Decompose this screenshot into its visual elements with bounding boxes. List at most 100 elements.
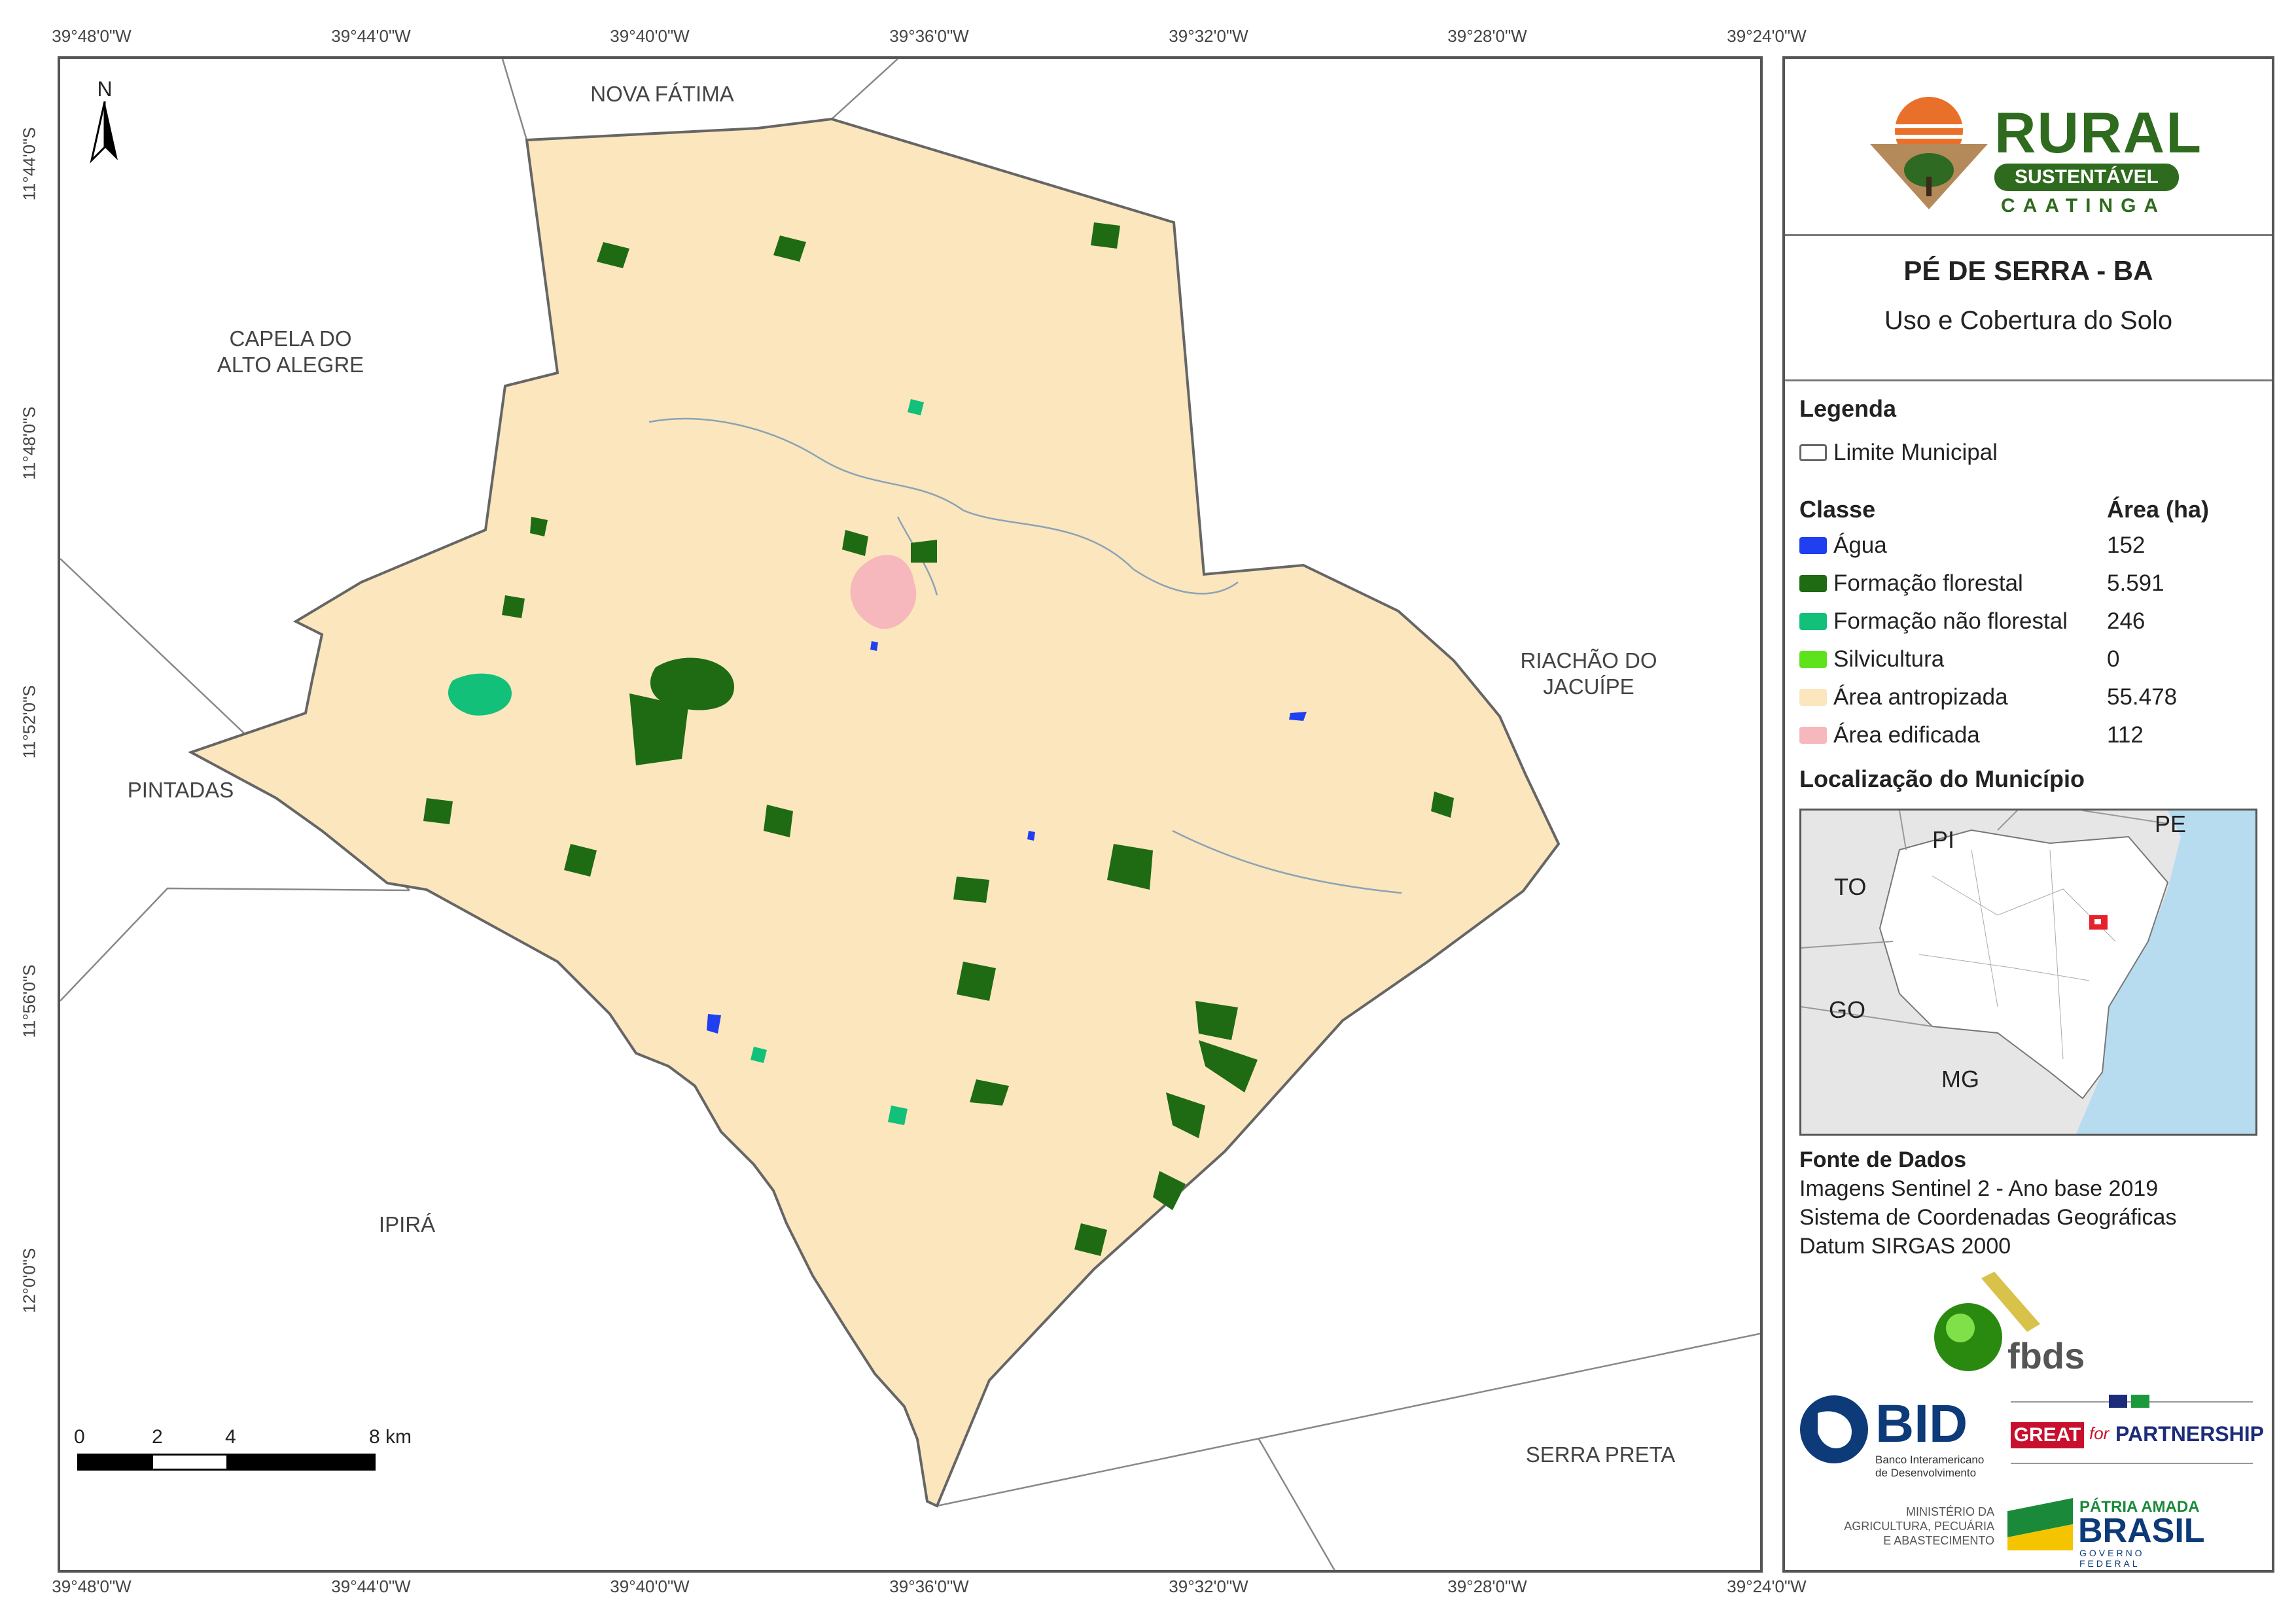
ministry-logo: MINISTÉRIO DA AGRICULTURA, PECUÁRIA E AB… <box>1837 1505 1994 1548</box>
scale-label-8: 8 km <box>369 1426 412 1448</box>
neighbor-boundaries <box>60 59 1760 1570</box>
state-label-mg: MG <box>1941 1066 1979 1092</box>
north-arrow: N <box>79 77 131 170</box>
place-label-capela-line1: CAPELA DO <box>229 326 352 351</box>
north-label: N <box>97 77 113 101</box>
lon-tick-top: 39°32'0"W <box>1169 26 1248 46</box>
rural-sustentavel-logo: RURAL SUSTENTÁVEL CAATINGA <box>1863 85 2204 229</box>
legend-boundary-row: Limite Municipal <box>1799 438 1998 467</box>
municipality-area <box>188 117 1561 1508</box>
legend-class-header: Classe <box>1799 496 1876 523</box>
lat-tick: 11°44'0"S <box>19 127 39 201</box>
fbds-logo-icon <box>1934 1272 2040 1371</box>
legend-class-label: Área antropizada <box>1833 684 2008 710</box>
bid-logo-line1: Banco Interamericano <box>1875 1454 1985 1466</box>
lon-tick-bottom: 39°44'0"W <box>331 1577 411 1596</box>
legend-row-silvicultura: Silvicultura <box>1799 645 1944 674</box>
scale-bar-graphic <box>77 1454 376 1471</box>
state-label-to: TO <box>1834 873 1867 900</box>
brasil-logo-patria: PÁTRIA AMADA <box>2079 1498 2200 1516</box>
legend-class-label: Água <box>1833 532 1887 558</box>
fbds-logo: fbds <box>1929 1272 2125 1376</box>
source-line: Sistema de Coordenadas Geográficas <box>1799 1205 2177 1230</box>
forest-patches <box>423 222 1454 1256</box>
legend-swatch <box>1799 613 1827 630</box>
legend-swatch <box>1799 689 1827 706</box>
water-bodies <box>707 641 1307 1034</box>
legend-class-label: Formação florestal <box>1833 570 2023 596</box>
panel-divider <box>1785 234 2272 236</box>
lon-tick-bottom: 39°24'0"W <box>1727 1577 1807 1596</box>
lon-tick-bottom: 39°28'0"W <box>1447 1577 1527 1596</box>
lat-tick: 11°48'0"S <box>19 406 39 480</box>
bid-logo: BID Banco Interamericano de Desenvolvime… <box>1798 1393 1994 1485</box>
source-line: Imagens Sentinel 2 - Ano base 2019 <box>1799 1176 2159 1201</box>
state-label-go: GO <box>1829 996 1866 1023</box>
lon-tick-top: 39°24'0"W <box>1727 26 1807 46</box>
legend-area-value: 55.478 <box>2107 684 2178 710</box>
lon-tick-top: 39°40'0"W <box>610 26 690 46</box>
legend-class-label: Área edificada <box>1833 722 1980 748</box>
legend-area-value: 5.591 <box>2107 570 2164 596</box>
place-label-ipira: IPIRÁ <box>378 1212 436 1236</box>
place-label-capela-line2: ALTO ALEGRE <box>217 353 364 377</box>
rural-logo-subtitle: CAATINGA <box>2001 195 2166 217</box>
legend-heading: Legenda <box>1799 395 1897 422</box>
ministry-line3: E ABASTECIMENTO <box>1883 1534 1994 1547</box>
legend-row-area-edificada: Área edificada <box>1799 721 1980 750</box>
place-label-serra-preta: SERRA PRETA <box>1525 1442 1676 1467</box>
scale-bar: 0 2 4 8 km <box>73 1426 417 1485</box>
brasil-logo-brasil: BRASIL <box>2078 1512 2205 1550</box>
legend-area-value: 152 <box>2107 532 2146 558</box>
legend-class-label: Formação não florestal <box>1833 608 2068 634</box>
lat-tick: 11°56'0"S <box>19 964 39 1038</box>
north-arrow-icon <box>90 101 118 164</box>
legend-class-label: Silvicultura <box>1833 646 1945 672</box>
brasil-logo-governo: GOVERNO FEDERAL <box>2079 1548 2145 1569</box>
lon-tick-top: 39°28'0"W <box>1447 26 1527 46</box>
map-subtitle: Uso e Cobertura do Solo <box>1884 306 2173 335</box>
locator-map-canvas <box>1801 811 2255 1134</box>
ministry-line2: AGRICULTURA, PECUÁRIA <box>1844 1520 1994 1533</box>
legend-row-area-antropizada: Área antropizada <box>1799 683 2008 712</box>
lon-tick-top: 39°44'0"W <box>331 26 411 46</box>
legend-row-agua: Água <box>1799 531 1887 560</box>
boundary-swatch <box>1799 444 1827 461</box>
lat-tick: 12°0'0"S <box>19 1248 39 1314</box>
panel-divider <box>1785 379 2272 381</box>
legend-area-value: 246 <box>2107 608 2146 634</box>
place-label-riachao-line2: JACUÍPE <box>1543 674 1634 699</box>
state-label-pe: PE <box>2155 811 2187 837</box>
sources-heading: Fonte de Dados <box>1799 1147 1967 1172</box>
legend-area-value: 112 <box>2107 722 2144 748</box>
legend-row-formacao-nao-florestal: Formação não florestal <box>1799 607 2068 636</box>
scale-label-0: 0 <box>73 1426 85 1448</box>
nonforest-patches <box>448 399 924 1125</box>
great-partnership-logo: GREAT for PARTNERSHIP <box>2011 1393 2264 1485</box>
lon-tick-top: 39°36'0"W <box>889 26 969 46</box>
scale-label-2: 2 <box>152 1426 163 1448</box>
rural-logo-title: RURAL <box>1994 100 2202 165</box>
fbds-logo-text: fbds <box>2007 1335 2085 1376</box>
map-title: PÉ DE SERRA - BA <box>1903 255 2153 286</box>
legend-swatch <box>1799 651 1827 668</box>
lon-tick-bottom: 39°40'0"W <box>610 1577 690 1596</box>
uk-flag-icon <box>2109 1395 2127 1408</box>
lon-tick-bottom: 39°32'0"W <box>1169 1577 1248 1596</box>
locator-map[interactable]: PI PE TO GO MG <box>1799 809 2257 1136</box>
side-panel: RURAL SUSTENTÁVEL CAATINGA PÉ DE SERRA -… <box>1782 56 2274 1573</box>
legend-swatch <box>1799 727 1827 744</box>
great-logo-partnership: PARTNERSHIP <box>2115 1422 2264 1446</box>
rural-logo-icon <box>1870 97 1988 209</box>
legend-boundary-label: Limite Municipal <box>1833 440 1998 465</box>
legend-swatch <box>1799 575 1827 592</box>
scale-label-4: 4 <box>225 1426 236 1448</box>
map-frame[interactable]: NOVA FÁTIMA CAPELA DO ALTO ALEGRE RIACHÃ… <box>58 56 1763 1573</box>
brazil-flag-icon <box>2131 1395 2149 1408</box>
bid-logo-text: BID <box>1875 1394 1968 1454</box>
ministry-line1: MINISTÉRIO DA <box>1905 1505 1994 1518</box>
legend-area-value: 0 <box>2107 646 2120 672</box>
place-label-nova-fatima: NOVA FÁTIMA <box>590 82 734 106</box>
urban-area <box>850 555 917 629</box>
place-label-riachao-line1: RIACHÃO DO <box>1520 648 1657 672</box>
